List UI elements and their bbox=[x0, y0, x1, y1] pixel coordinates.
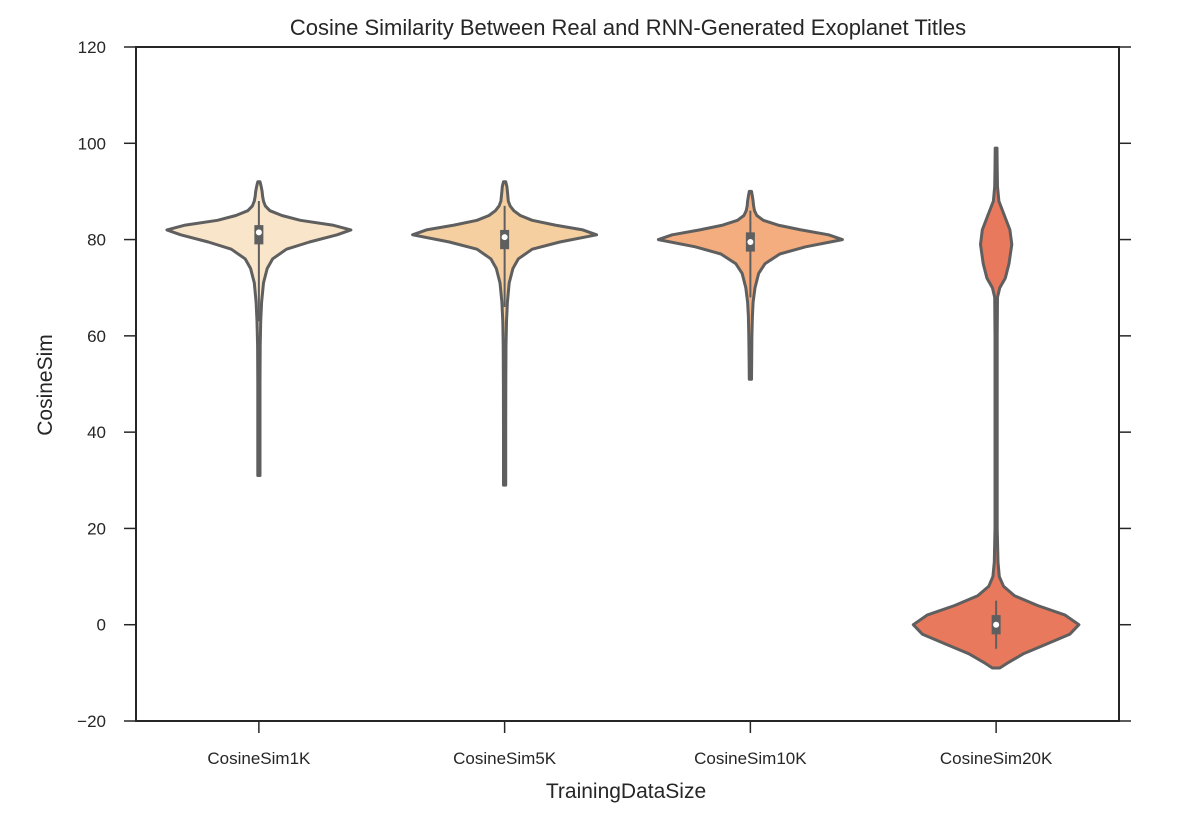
violin-body-CosineSim5K bbox=[411, 180, 599, 487]
violin-median-CosineSim5K bbox=[501, 234, 508, 241]
y-tick-label: 20 bbox=[87, 519, 106, 538]
y-tick-label: 60 bbox=[87, 327, 106, 346]
violin-median-CosineSim10K bbox=[747, 238, 754, 245]
violin-body-CosineSim1K bbox=[165, 180, 353, 477]
y-tick-label: 0 bbox=[97, 616, 106, 635]
violin-body-CosineSim20K bbox=[911, 146, 1081, 670]
y-tick-label: 80 bbox=[87, 231, 106, 250]
y-axis-label: CosineSim bbox=[34, 334, 57, 436]
chart-title: Cosine Similarity Between Real and RNN-G… bbox=[290, 15, 966, 40]
violin-median-CosineSim1K bbox=[255, 229, 262, 236]
y-tick-label: 100 bbox=[78, 134, 106, 153]
plot-frame bbox=[135, 46, 1120, 722]
x-tick-label: CosineSim20K bbox=[940, 749, 1053, 768]
y-tick-label: 40 bbox=[87, 423, 106, 442]
x-tick-label: CosineSim1K bbox=[207, 749, 311, 768]
x-tick-label: CosineSim5K bbox=[453, 749, 557, 768]
y-tick-label: −20 bbox=[77, 712, 106, 731]
violin-median-CosineSim20K bbox=[993, 621, 1000, 628]
axis-ticks: −20 0 20 40 60 80 100 120 CosineSim1K CosineSim5K… bbox=[77, 38, 1131, 768]
y-tick-label: 120 bbox=[78, 38, 106, 57]
x-tick-label: CosineSim10K bbox=[694, 749, 807, 768]
violin-group bbox=[165, 146, 1081, 670]
x-axis-label: TrainingDataSize bbox=[546, 780, 706, 803]
